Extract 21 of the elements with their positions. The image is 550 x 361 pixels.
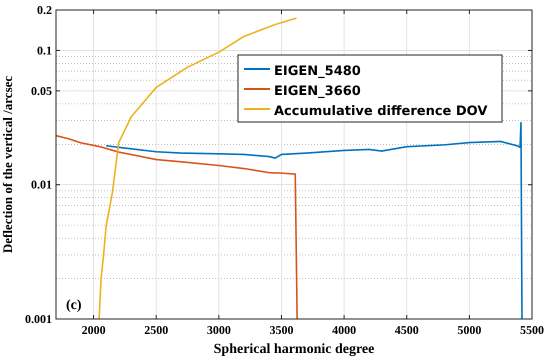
x-tick-label: 3000 — [206, 323, 231, 337]
x-tick-label: 3500 — [269, 323, 294, 337]
y-tick-label: 0.001 — [25, 312, 52, 326]
x-tick-label: 2000 — [82, 323, 106, 337]
x-axis-title: Spherical harmonic degree — [214, 342, 374, 357]
x-tick-label: 4000 — [332, 323, 356, 337]
legend-label: EIGEN_3660 — [274, 84, 361, 99]
x-tick-label: 4500 — [394, 323, 419, 337]
legend-label: EIGEN_5480 — [274, 64, 361, 79]
y-tick-label: 0.01 — [31, 178, 52, 192]
x-tick-label: 2500 — [144, 323, 168, 337]
y-tick-label: 0.05 — [31, 84, 52, 98]
x-tick-label: 5000 — [457, 323, 482, 337]
legend-label: Accumulative difference DOV — [274, 104, 488, 119]
line-series — [105, 122, 523, 319]
x-tick-label: 5500 — [520, 323, 544, 337]
y-tick-label: 0.1 — [37, 43, 52, 58]
y-axis-title: Deflection of the vertical /arcsec — [0, 76, 15, 254]
annotation: (c) — [66, 298, 82, 313]
y-tick-label: 0.2 — [37, 3, 52, 17]
line-series — [56, 134, 298, 319]
